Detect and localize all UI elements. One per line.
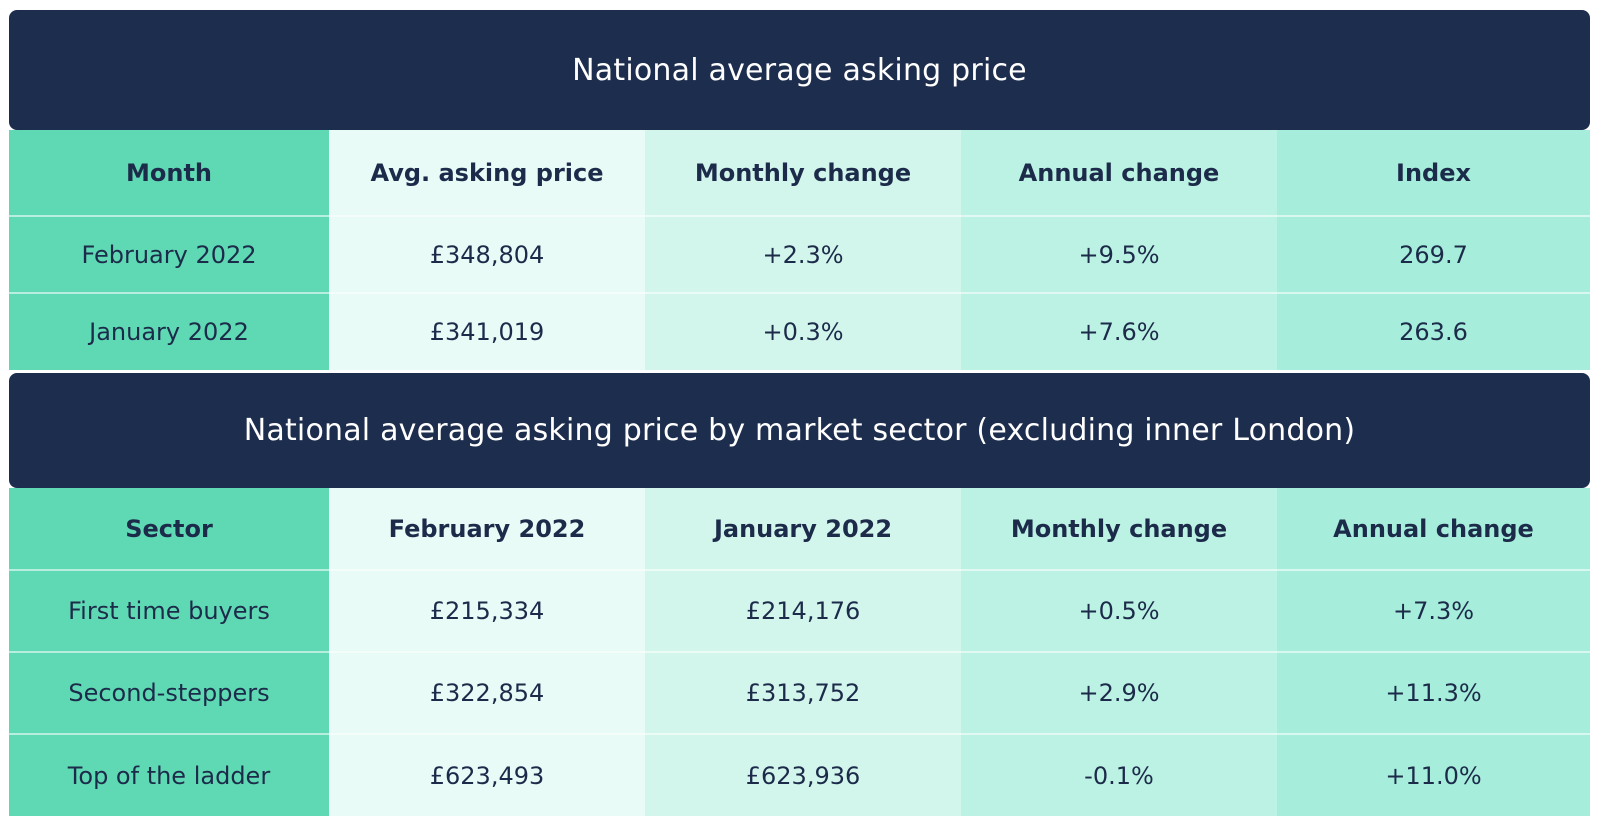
column-header-february-2022: February 2022 — [329, 488, 645, 571]
cell-avg-asking-price: £348,804 — [329, 216, 645, 294]
table-row: January 2022 £341,019 +0.3% +7.6% 263.6 — [9, 293, 1590, 370]
table-1-title: National average asking price — [9, 10, 1590, 130]
cell-monthly-change: +2.3% — [645, 216, 961, 294]
table-row: February 2022 £348,804 +2.3% +9.5% 269.7 — [9, 216, 1590, 294]
cell-annual-change: +11.3% — [1277, 652, 1590, 735]
table-row: First time buyers £215,334 £214,176 +0.5… — [9, 570, 1590, 653]
cell-annual-change: +7.6% — [961, 293, 1277, 370]
market-sector-table: Sector February 2022 January 2022 Monthl… — [9, 488, 1590, 816]
cell-january-2022: £313,752 — [645, 652, 961, 735]
column-header-month: Month — [9, 130, 329, 217]
column-header-avg-asking-price: Avg. asking price — [329, 130, 645, 217]
cell-month: February 2022 — [9, 216, 329, 294]
cell-february-2022: £215,334 — [329, 570, 645, 653]
column-header-monthly-change: Monthly change — [961, 488, 1277, 571]
cell-annual-change: +9.5% — [961, 216, 1277, 294]
table-header-row: Sector February 2022 January 2022 Monthl… — [9, 488, 1590, 571]
cell-index: 269.7 — [1277, 216, 1590, 294]
column-header-annual-change: Annual change — [1277, 488, 1590, 571]
cell-january-2022: £214,176 — [645, 570, 961, 653]
cell-monthly-change: +0.3% — [645, 293, 961, 370]
column-header-index: Index — [1277, 130, 1590, 217]
table-2-title: National average asking price by market … — [9, 373, 1590, 488]
cell-avg-asking-price: £341,019 — [329, 293, 645, 370]
cell-annual-change: +11.0% — [1277, 734, 1590, 816]
table-row: Top of the ladder £623,493 £623,936 -0.1… — [9, 734, 1590, 816]
column-header-january-2022: January 2022 — [645, 488, 961, 571]
cell-sector: Second-steppers — [9, 652, 329, 735]
cell-monthly-change: +0.5% — [961, 570, 1277, 653]
cell-february-2022: £623,493 — [329, 734, 645, 816]
cell-month: January 2022 — [9, 293, 329, 370]
asking-price-table: Month Avg. asking price Monthly change A… — [9, 130, 1590, 370]
table-row: Second-steppers £322,854 £313,752 +2.9% … — [9, 652, 1590, 735]
column-header-sector: Sector — [9, 488, 329, 571]
cell-index: 263.6 — [1277, 293, 1590, 370]
table-header-row: Month Avg. asking price Monthly change A… — [9, 130, 1590, 217]
cell-monthly-change: -0.1% — [961, 734, 1277, 816]
cell-annual-change: +7.3% — [1277, 570, 1590, 653]
cell-monthly-change: +2.9% — [961, 652, 1277, 735]
cell-sector: Top of the ladder — [9, 734, 329, 816]
column-header-annual-change: Annual change — [961, 130, 1277, 217]
cell-february-2022: £322,854 — [329, 652, 645, 735]
column-header-monthly-change: Monthly change — [645, 130, 961, 217]
cell-sector: First time buyers — [9, 570, 329, 653]
cell-january-2022: £623,936 — [645, 734, 961, 816]
